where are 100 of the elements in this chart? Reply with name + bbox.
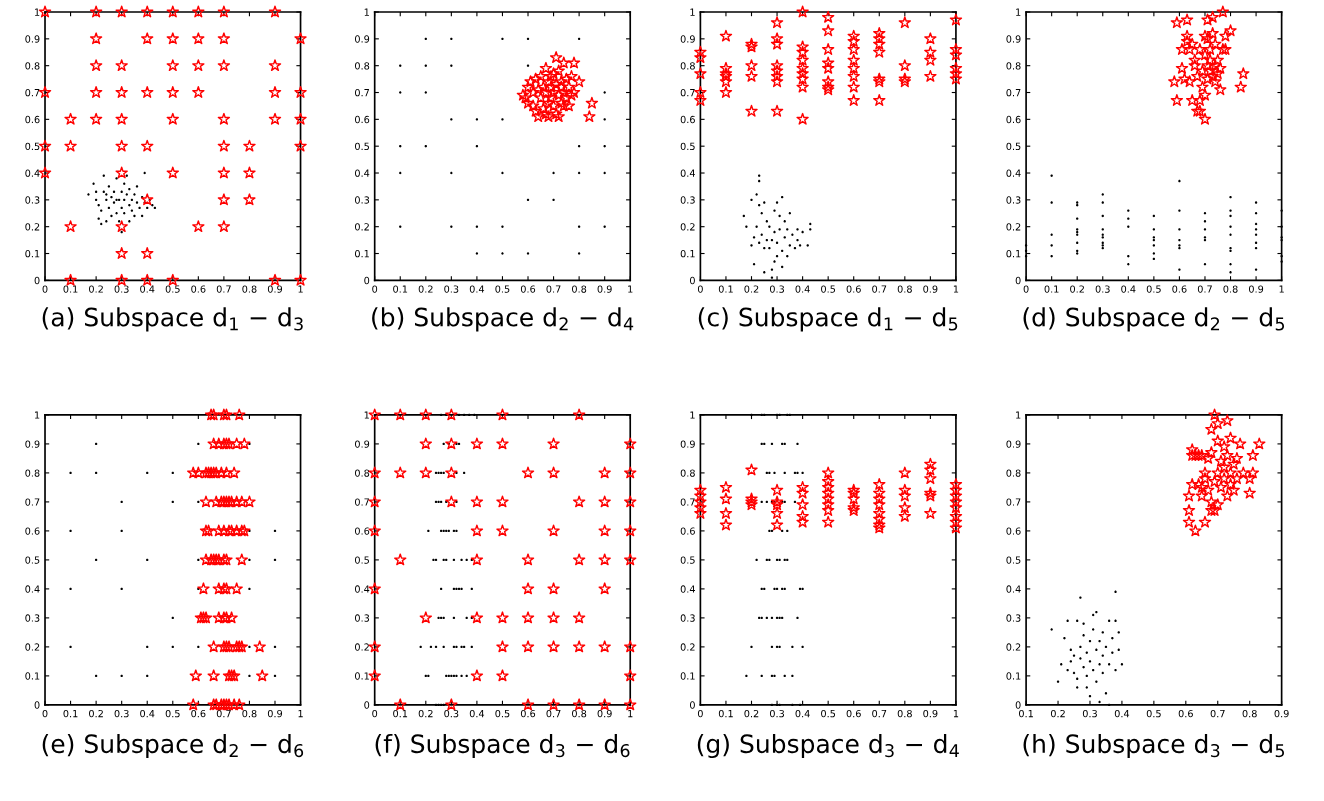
y-tick-label: 0.3 [1006,614,1021,622]
y-tick-label: 0.6 [680,115,695,124]
y-tick-label: 0.4 [680,169,695,177]
y-tick-label: 0.4 [680,585,695,593]
y-tick-label: 0.9 [355,35,370,43]
x-tick-label: 0.2 [418,285,433,293]
y-tick-label: 0.4 [1006,169,1021,177]
y-tick-label: 0.4 [25,585,40,593]
y-tick-label: 0.2 [680,643,695,651]
x-tick-label: 0.3 [444,285,459,293]
y-tick-label: 1 [690,8,695,16]
y-tick-label: 0.7 [25,498,40,506]
y-tick-label: 0.5 [1006,142,1021,151]
x-tick-label: 0.3 [769,709,785,718]
x-tick-label: 0.7 [872,285,887,293]
x-tick-label: 0.2 [89,709,103,718]
y-tick-label: 0.5 [680,142,695,151]
x-tick-label: 0.2 [1050,709,1065,718]
y-tick-label: 0.5 [355,556,369,564]
x-tick-label: 0.7 [1197,285,1212,293]
x-tick-label: 0.6 [1178,709,1193,718]
x-tick-label: 0.6 [520,285,536,293]
y-tick-label: 0.4 [1006,585,1021,593]
x-tick-label: 0.4 [1114,709,1130,718]
x-tick-label: 0.1 [393,285,408,293]
y-tick-label: 0.2 [1006,223,1021,231]
y-tick-label: 0.9 [25,440,40,448]
x-tick-label: 0.9 [923,285,938,293]
x-tick-label: 0.5 [1146,285,1161,293]
x-tick-label: 0.9 [267,709,283,718]
x-tick-label: 0.1 [63,709,78,718]
x-tick-label: 0.3 [114,285,129,293]
y-tick-label: 0.4 [355,169,370,177]
x-tick-label: 0.4 [469,285,485,293]
y-tick-label: 0.7 [25,88,40,97]
x-tick-label: 0.6 [520,709,536,718]
x-tick-label: 0.2 [1070,285,1084,293]
y-tick-label: 0.6 [1006,527,1021,535]
y-tick-label: 0.5 [25,142,40,151]
y-tick-label: 0.9 [1006,440,1021,448]
y-tick-label: 0 [689,276,695,285]
y-tick-label: 0.1 [25,672,40,680]
y-tick-label: 0.8 [355,469,370,477]
y-tick-label: 0.6 [25,527,40,535]
y-tick-label: 0.8 [1006,469,1021,477]
x-tick-label: 0.5 [165,285,180,293]
x-tick-label: 0.2 [418,709,433,718]
y-tick-label: 0.3 [680,614,695,622]
y-tick-label: 0.9 [1006,35,1021,43]
text: (b) Subspace d$_{2}$ − d$_{4}$ [372,307,634,332]
y-tick-label: 0.5 [355,142,369,151]
x-tick-label: 0.8 [572,709,587,718]
x-tick-label: 0.1 [63,285,78,293]
y-tick-label: 0.3 [25,614,40,622]
x-tick-label: 0 [697,709,703,718]
x-tick-label: 1 [628,710,633,718]
x-tick-label: 0 [372,285,378,293]
x-tick-label: 0.5 [821,285,836,293]
y-tick-label: 0.1 [355,672,369,680]
x-tick-label: 0.8 [897,709,912,718]
x-tick-label: 0 [42,285,48,293]
y-tick-label: 0.5 [1006,556,1021,564]
y-tick-label: 0.9 [680,440,695,448]
x-tick-label: 0.5 [495,709,510,718]
y-tick-label: 1 [364,8,369,16]
x-tick-label: 0.7 [872,709,887,718]
y-tick-label: 0.3 [1006,196,1021,204]
x-tick-label: 1 [298,710,303,718]
y-tick-label: 0.2 [25,223,40,231]
x-tick-label: 0.9 [1248,285,1264,293]
x-tick-label: 0.5 [165,709,180,718]
y-tick-label: 1 [35,8,40,16]
y-tick-label: 1 [690,411,695,419]
x-tick-label: 0 [697,285,703,293]
x-tick-label: 0.9 [267,285,283,293]
y-tick-label: 0.6 [355,115,370,124]
text: (f) Subspace d$_{3}$ − d$_{6}$ [375,733,630,759]
y-tick-label: 0.1 [680,672,695,680]
x-tick-label: 0.4 [140,709,155,718]
y-tick-label: 0.3 [25,196,40,204]
y-tick-label: 0.6 [25,115,40,124]
y-tick-label: 1 [364,411,369,419]
y-tick-label: 0.7 [1006,498,1021,506]
x-tick-label: 0.7 [216,285,231,293]
x-tick-label: 0.6 [1172,285,1187,293]
y-tick-label: 0.8 [25,469,40,477]
y-tick-label: 0.7 [355,498,369,506]
x-tick-label: 0.9 [597,709,612,718]
x-tick-label: 0.8 [572,285,587,293]
x-tick-label: 0.6 [191,285,206,293]
x-tick-label: 0 [372,709,378,718]
y-tick-label: 0 [689,701,695,709]
y-tick-label: 1 [35,411,40,419]
x-tick-label: 0.5 [821,709,836,718]
x-tick-label: 0.8 [1242,709,1257,718]
text: (h) Subspace d$_{3}$ − d$_{5}$ [1023,733,1285,759]
x-tick-label: 0.4 [469,709,485,718]
x-tick-label: 0.3 [1082,709,1097,718]
y-tick-label: 0.1 [1006,672,1021,680]
x-tick-label: 0.6 [191,709,206,718]
